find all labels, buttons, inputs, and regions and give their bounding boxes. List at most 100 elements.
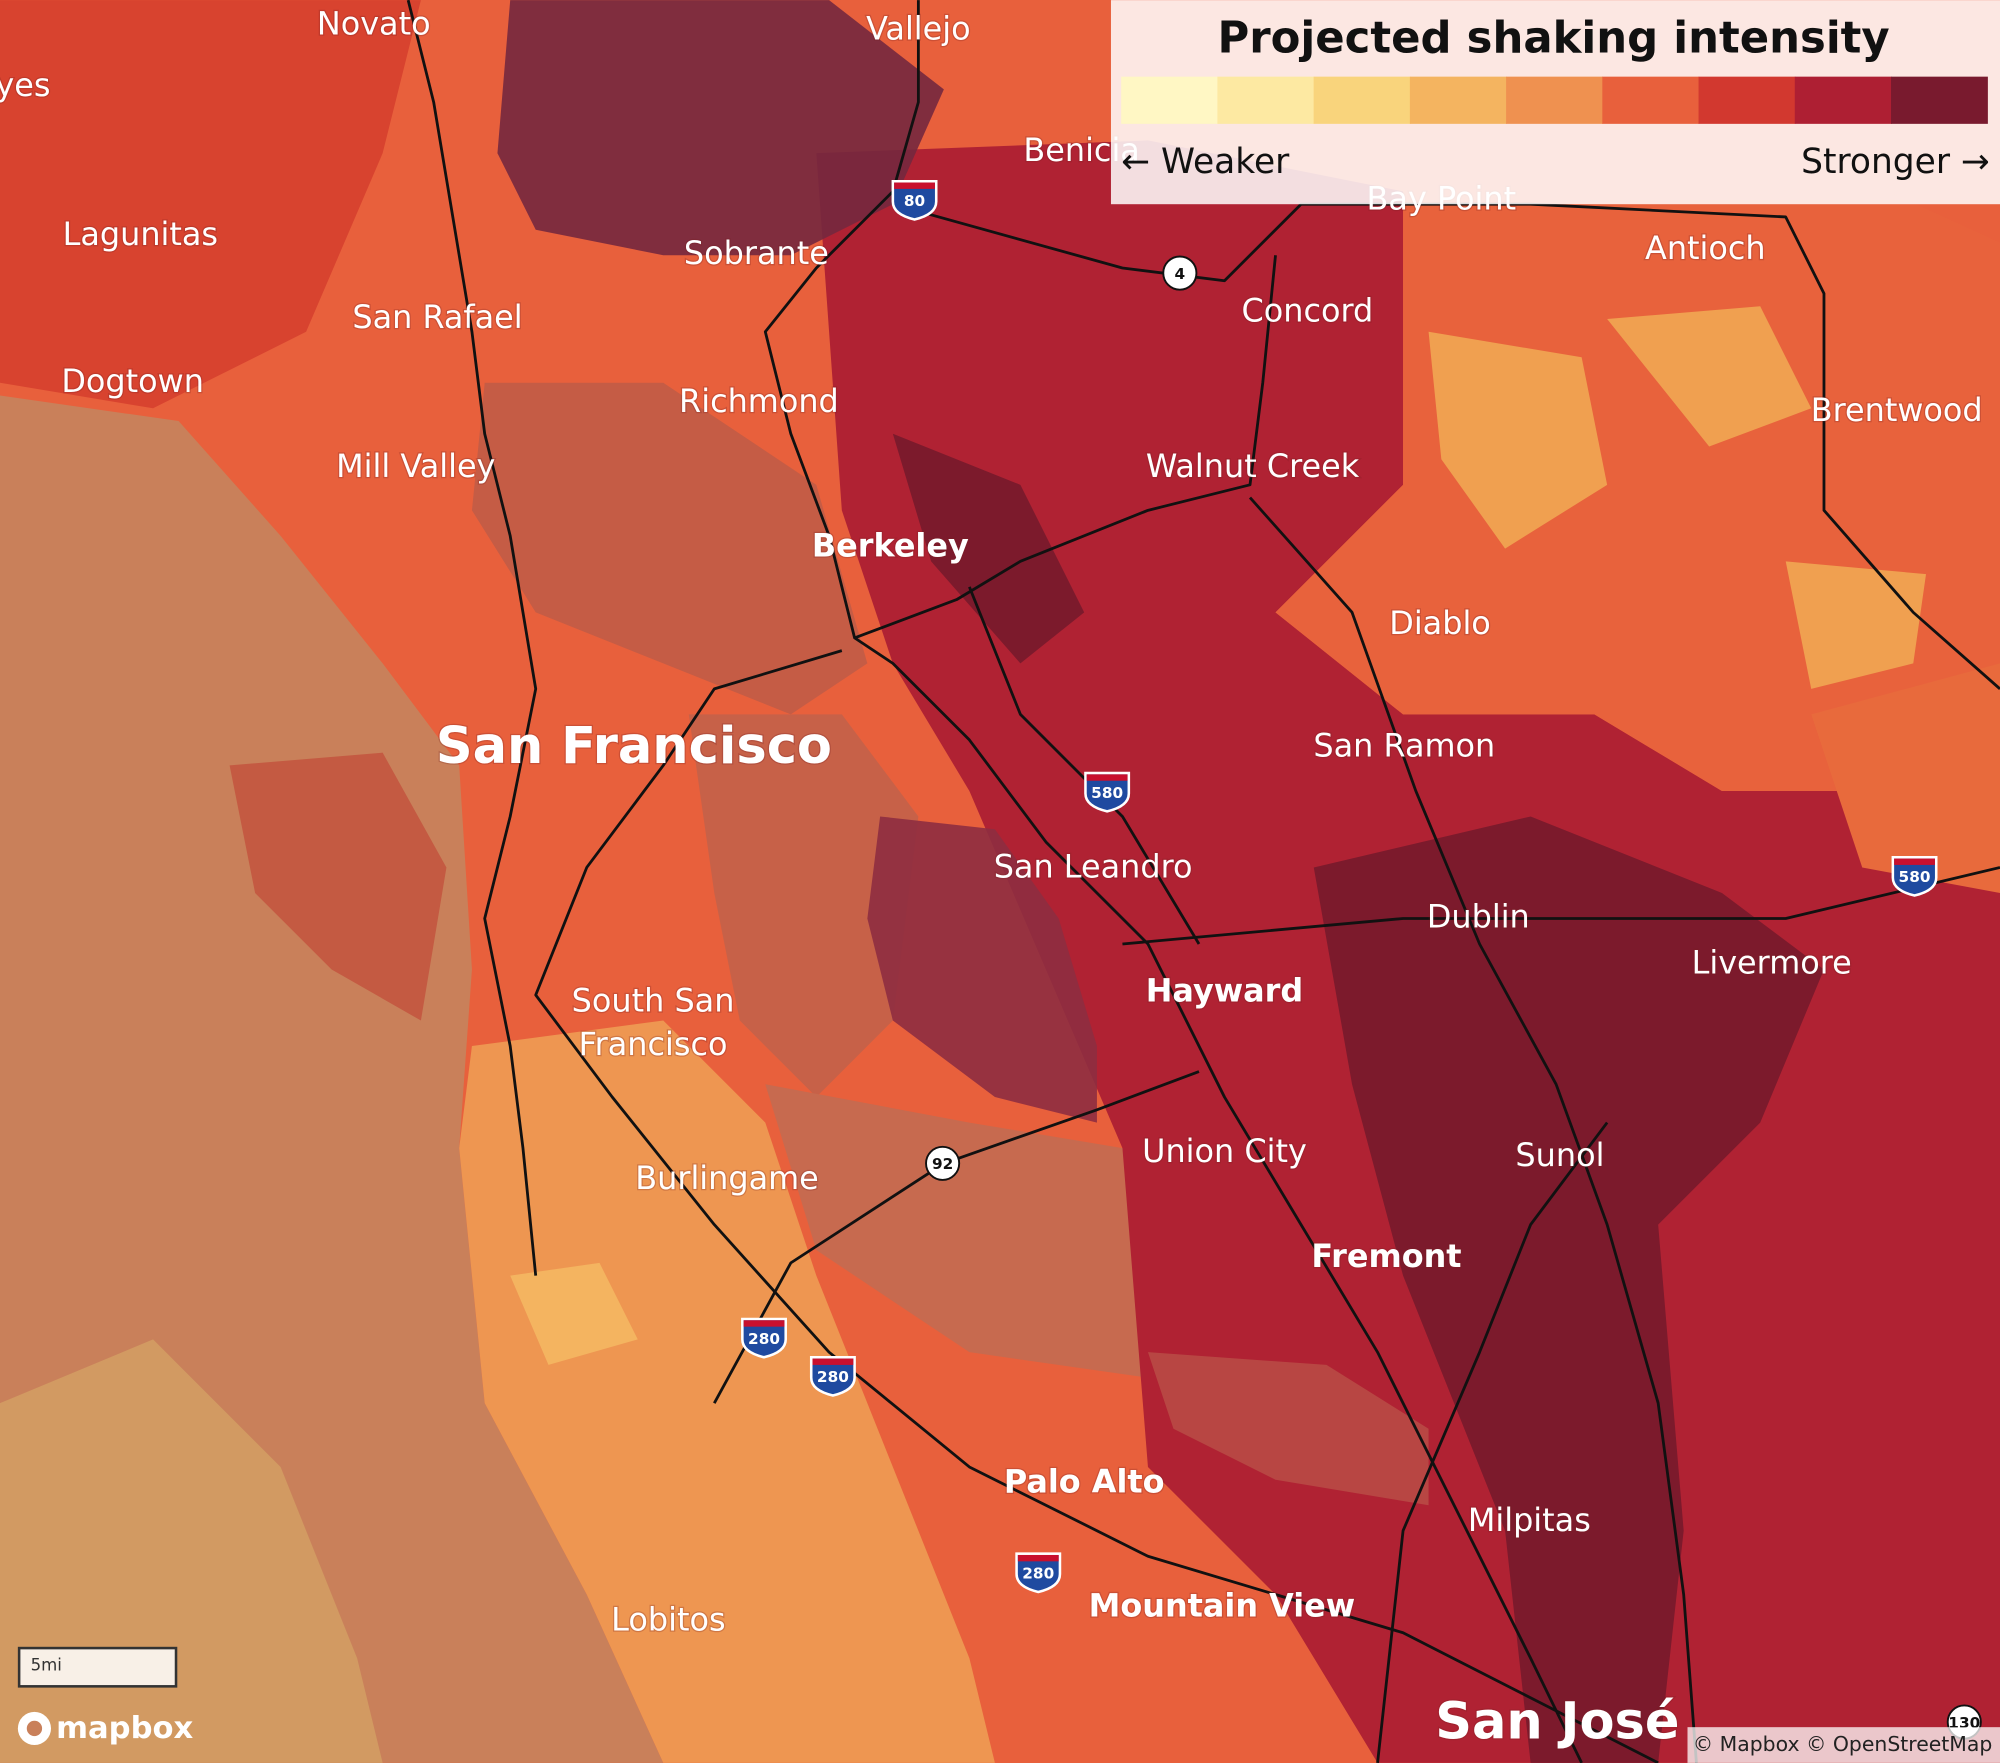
place-label: Lagunitas xyxy=(63,215,218,253)
bay-water xyxy=(497,0,944,256)
place-label: Sunol xyxy=(1515,1136,1604,1174)
highway-shield: 580 xyxy=(1084,771,1131,813)
place-label: Hayward xyxy=(1146,971,1303,1009)
scale-bar: 5mi xyxy=(17,1646,178,1688)
shield-number: 580 xyxy=(1091,784,1123,802)
road xyxy=(1376,1121,1609,1763)
legend-swatch xyxy=(1313,76,1411,124)
shield-number: 580 xyxy=(1899,868,1931,886)
intensity-area xyxy=(510,1262,638,1365)
legend-swatch xyxy=(1121,76,1219,124)
legend-swatch xyxy=(1409,76,1507,124)
legend-swatch xyxy=(1602,76,1700,124)
place-label: Sobrante xyxy=(684,234,829,272)
place-label: Richmond xyxy=(679,382,839,420)
bay-water xyxy=(1147,1352,1429,1506)
road xyxy=(854,255,1277,640)
shield-shape xyxy=(925,1145,961,1181)
road xyxy=(1122,866,2000,946)
shield-number: 92 xyxy=(932,1155,953,1173)
intensity-area xyxy=(0,0,421,409)
legend-swatch xyxy=(1794,76,1892,124)
legend-stronger: Stronger → xyxy=(1801,142,1990,182)
shield-shape xyxy=(1891,855,1938,897)
place-label: Lobitos xyxy=(611,1600,725,1638)
place-label: Burlingame xyxy=(635,1159,819,1197)
place-label: Antioch xyxy=(1645,229,1766,267)
attribution-text[interactable]: © Mapbox © OpenStreetMap xyxy=(1693,1732,1993,1756)
legend-swatch xyxy=(1698,76,1796,124)
shield-number: 280 xyxy=(1022,1565,1054,1583)
place-label: Dogtown xyxy=(61,362,204,400)
shield-number: 280 xyxy=(817,1368,849,1386)
place-label: Novato xyxy=(317,5,431,43)
place-label: Fremont xyxy=(1311,1237,1461,1275)
intensity-area xyxy=(1428,306,1927,689)
attribution-background xyxy=(1687,1727,2000,1763)
water-layer xyxy=(497,0,1429,1506)
logo-icon-inner xyxy=(26,1720,43,1737)
mapbox-logo: mapbox xyxy=(17,1711,194,1746)
place-label: Palo Alto xyxy=(1004,1463,1165,1501)
road xyxy=(534,649,1659,1763)
highway-shield: 92 xyxy=(925,1145,961,1181)
shield-number: 280 xyxy=(748,1330,780,1348)
road xyxy=(406,0,538,1276)
place-label: Brentwood xyxy=(1811,391,1983,429)
place-label: Union City xyxy=(1142,1132,1307,1170)
place-label: Walnut Creek xyxy=(1146,447,1360,485)
highway-shield: 280 xyxy=(741,1317,787,1359)
shield-number: 80 xyxy=(904,192,925,210)
intensity-area xyxy=(688,714,919,1098)
place-label: San Ramon xyxy=(1313,727,1495,765)
shield-number: 4 xyxy=(1175,265,1186,283)
place-label: San Francisco xyxy=(436,717,832,776)
intensity-area xyxy=(459,1020,995,1763)
legend-swatch xyxy=(1506,76,1603,124)
shield-top xyxy=(812,1358,854,1365)
place-label: Mountain View xyxy=(1089,1586,1356,1624)
shield-shape xyxy=(809,1355,856,1397)
road xyxy=(968,586,1201,945)
highway-shield: 280 xyxy=(1015,1552,1062,1594)
legend: Projected shaking intensity ← Weaker Str… xyxy=(1110,0,2000,205)
place-label: yes xyxy=(0,66,51,104)
legend-title: Projected shaking intensity xyxy=(1217,13,1889,63)
scale-label: 5mi xyxy=(31,1655,62,1674)
logo-text: mapbox xyxy=(56,1711,193,1746)
place-label: Milpitas xyxy=(1468,1501,1591,1539)
scale-box xyxy=(17,1646,178,1688)
place-label: San José xyxy=(1435,1693,1679,1752)
highway-shield: 280 xyxy=(809,1355,856,1397)
attribution: © Mapbox © OpenStreetMap xyxy=(1687,1727,2000,1763)
highway-shield: 4 xyxy=(1162,255,1198,291)
intensity-area xyxy=(892,433,1085,664)
intensity-area xyxy=(471,382,868,715)
legend-swatch xyxy=(1217,76,1315,124)
highway-shield: 580 xyxy=(1891,855,1938,897)
shield-top xyxy=(1894,858,1935,865)
shield-top xyxy=(1086,774,1128,781)
shield-shape xyxy=(1015,1552,1062,1594)
road xyxy=(1248,496,1698,1763)
place-label: Francisco xyxy=(579,1025,728,1063)
bay-water xyxy=(867,816,1097,1123)
place-label: San Leandro xyxy=(994,848,1193,886)
place-label: Dublin xyxy=(1427,897,1530,935)
intensity-area xyxy=(765,1084,1174,1378)
place-label: Mill Valley xyxy=(336,447,495,485)
intensity-area xyxy=(229,752,447,1021)
legend-swatches xyxy=(1121,76,1988,124)
place-label: Berkeley xyxy=(812,526,969,564)
shield-top xyxy=(894,182,935,189)
highway-shield: 80 xyxy=(891,179,938,221)
shield-shape xyxy=(891,179,938,221)
place-label: Vallejo xyxy=(866,10,971,48)
shield-shape xyxy=(741,1317,787,1359)
place-label: Livermore xyxy=(1692,943,1852,981)
intensity-area xyxy=(1313,816,1824,1763)
